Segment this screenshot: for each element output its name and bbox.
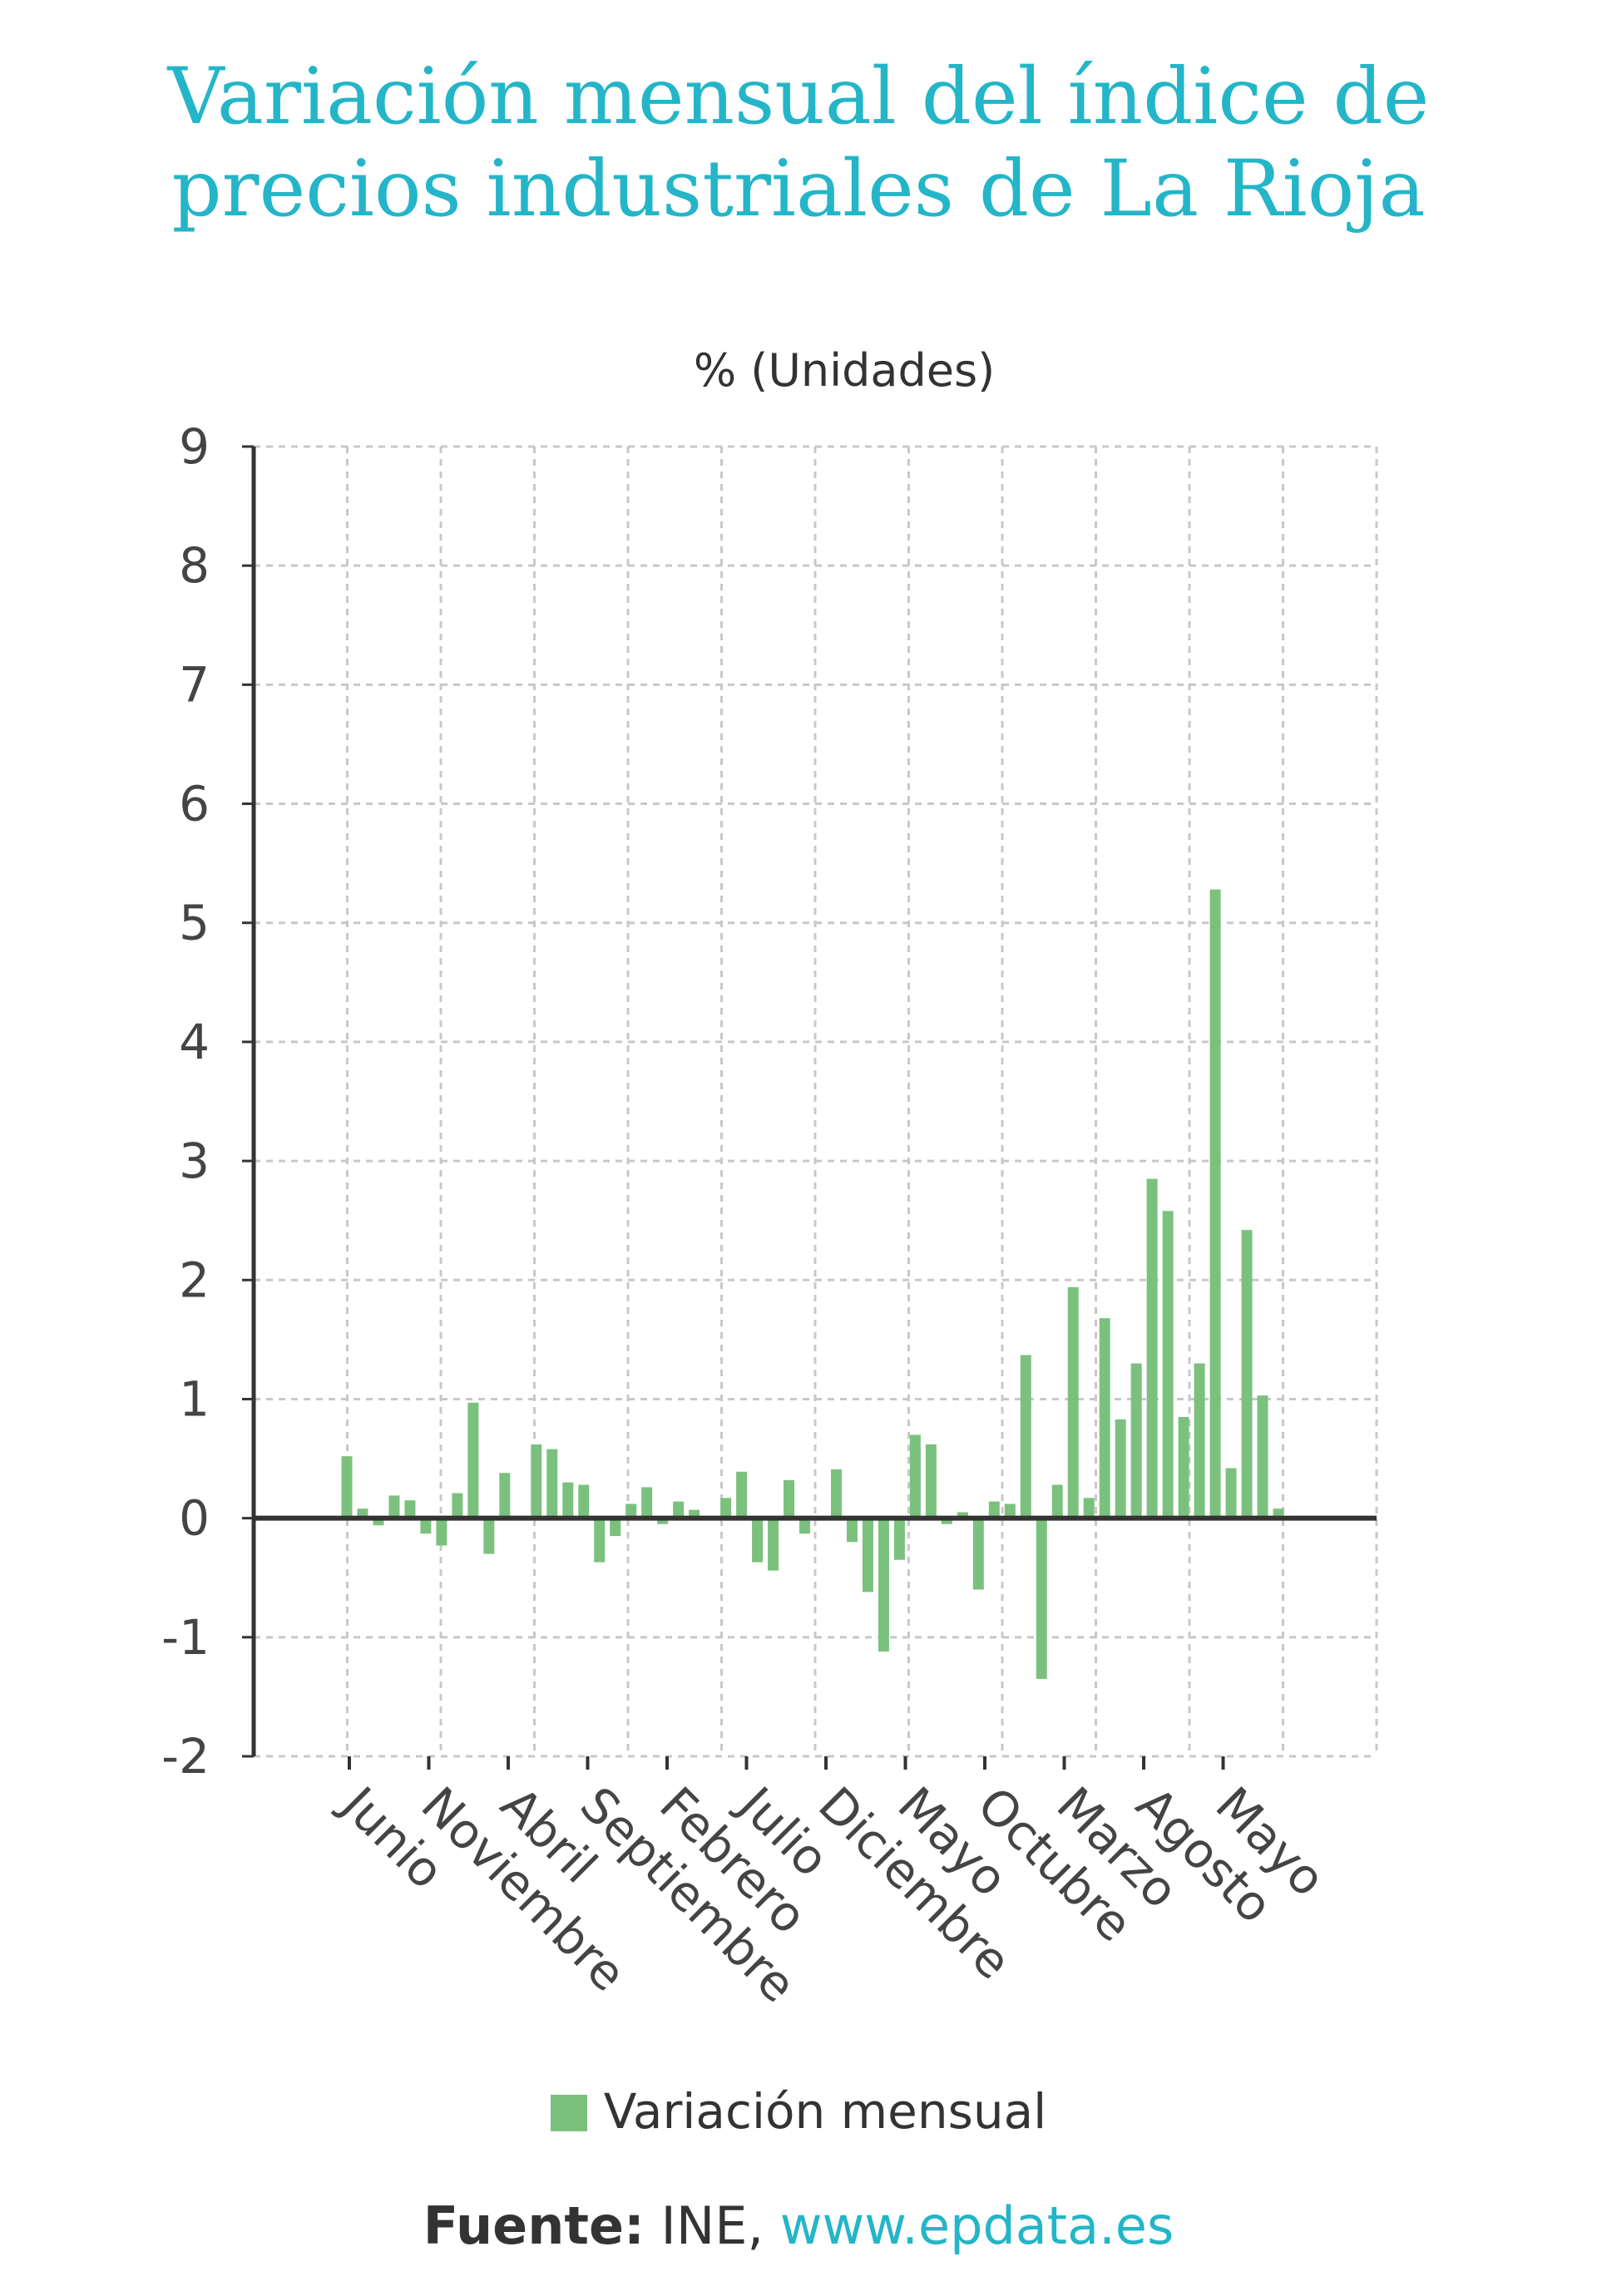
bar: [562, 1482, 574, 1518]
bar: [1209, 889, 1221, 1518]
bar: [452, 1493, 463, 1518]
legend-swatch: [550, 2095, 587, 2131]
bar: [373, 1518, 384, 1526]
bar: [657, 1518, 669, 1524]
source-text: INE,: [644, 2195, 780, 2256]
bar: [499, 1473, 511, 1518]
chart-title: Variación mensual del índice de precios …: [0, 52, 1597, 236]
bar: [1241, 1230, 1253, 1518]
y-tick-label: 9: [179, 418, 210, 475]
legend-label: Variación mensual: [603, 2083, 1047, 2140]
bar: [610, 1518, 621, 1537]
bar: [1004, 1504, 1016, 1518]
bar: [641, 1487, 653, 1518]
bar: [909, 1434, 921, 1518]
bar: [1273, 1508, 1284, 1518]
source-url[interactable]: www.epdata.es: [779, 2195, 1174, 2256]
bar: [1020, 1355, 1031, 1518]
bar: [957, 1512, 968, 1518]
bar: [1257, 1395, 1268, 1518]
bar: [1178, 1416, 1189, 1518]
bar: [578, 1484, 590, 1518]
x-tick-labels: JunioNoviembreAbrilSeptiembreFebreroJuli…: [329, 1775, 1337, 2013]
bar: [988, 1501, 1000, 1518]
bar: [467, 1402, 479, 1518]
bar: [546, 1449, 558, 1518]
bar: [878, 1518, 889, 1652]
bar: [1146, 1178, 1158, 1518]
bar: [625, 1504, 637, 1518]
bar: [784, 1479, 795, 1518]
bar: [357, 1508, 368, 1518]
bar: [689, 1509, 700, 1518]
bar: [483, 1518, 495, 1554]
y-tick-label: 3: [179, 1133, 210, 1189]
legend: Variación mensual: [0, 2083, 1597, 2140]
bar: [1051, 1484, 1063, 1518]
y-tick-label: 2: [179, 1252, 210, 1308]
bar: [1130, 1363, 1142, 1518]
bar: [862, 1518, 873, 1592]
y-tick-label: 5: [179, 895, 210, 951]
y-tick-label: 0: [179, 1490, 210, 1547]
unit-label: % (Unidades): [694, 344, 995, 397]
bar: [404, 1500, 416, 1518]
bar: [1162, 1211, 1174, 1518]
grid-lines: [254, 445, 1378, 1758]
bar: [1036, 1518, 1047, 1679]
y-tick-label: 8: [179, 537, 210, 594]
bar: [436, 1518, 447, 1546]
bars: [341, 889, 1284, 1679]
bar: [941, 1518, 952, 1524]
bar-chart: 9 8 7 6 5 4 3 2 1 0 -1 -2 JunioNoviembreAbrilSeptie…: [161, 344, 1378, 2013]
bar: [893, 1518, 905, 1560]
chart-title-line-1: Variación mensual del índice de: [167, 52, 1430, 142]
bar: [1115, 1419, 1126, 1518]
bar: [752, 1518, 764, 1563]
bar: [420, 1518, 432, 1534]
source-label: Fuente:: [423, 2195, 645, 2256]
y-tick-label: 7: [179, 656, 210, 713]
bar: [925, 1444, 937, 1518]
bar: [341, 1456, 353, 1518]
bar: [1067, 1286, 1079, 1518]
chart-title-line-2: precios industriales de La Rioja: [171, 143, 1426, 235]
bar: [1083, 1498, 1095, 1518]
bar: [531, 1444, 542, 1518]
axes: [242, 445, 1377, 1770]
y-tick-label: -2: [161, 1728, 210, 1785]
bar: [1225, 1468, 1237, 1518]
bar: [830, 1469, 842, 1518]
bar: [720, 1498, 732, 1518]
source-line: Fuente: INE, www.epdata.es: [0, 2195, 1597, 2256]
y-tick-labels: 9 8 7 6 5 4 3 2 1 0 -1 -2: [161, 418, 210, 1785]
bar: [1099, 1318, 1110, 1518]
bar: [388, 1495, 400, 1518]
bar: [799, 1518, 811, 1534]
bar: [736, 1471, 748, 1518]
y-tick-label: 4: [179, 1014, 210, 1070]
bar: [846, 1518, 858, 1543]
bar: [673, 1501, 685, 1518]
y-tick-label: -1: [161, 1609, 210, 1666]
y-tick-label: 6: [179, 776, 210, 832]
bar: [972, 1518, 984, 1590]
y-tick-label: 1: [179, 1370, 210, 1427]
bar: [594, 1518, 606, 1563]
bar: [768, 1518, 779, 1571]
bar: [1194, 1363, 1205, 1518]
